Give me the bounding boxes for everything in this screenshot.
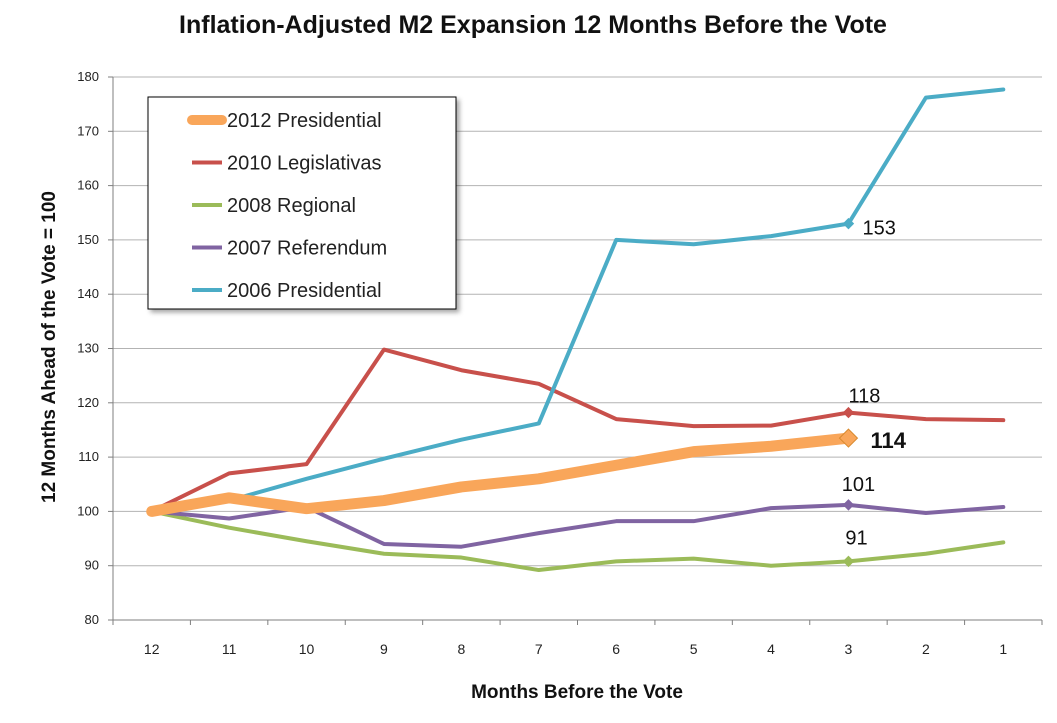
legend-item-2007-referendum: 2007 Referendum <box>192 238 387 260</box>
x-tick-label: 3 <box>845 641 853 657</box>
legend-item-2010-legislativas: 2010 Legislativas <box>192 153 382 175</box>
axes <box>108 76 1043 625</box>
x-tick-label: 4 <box>767 641 775 657</box>
legend-item-2012-presidential: 2012 Presidential <box>187 110 382 132</box>
x-tick-label: 7 <box>535 641 543 657</box>
legend-item-2008-regional: 2008 Regional <box>192 195 356 217</box>
x-tick-label: 11 <box>222 641 237 657</box>
legend-item-2006-presidential: 2006 Presidential <box>192 280 382 302</box>
series-line-2008-regional <box>149 509 1006 573</box>
y-tick-label: 110 <box>78 449 99 464</box>
x-tick-labels: 12 11 10 9 8 7 6 5 4 3 2 1 <box>144 641 1007 657</box>
series-line-2006-presidential <box>149 87 1006 514</box>
data-point-marker-2012-presidential <box>838 428 859 448</box>
x-tick-label: 5 <box>690 641 698 657</box>
legend-label: 2010 Legislativas <box>227 153 382 175</box>
x-tick-label: 10 <box>299 641 315 657</box>
y-tick-label: 120 <box>77 395 99 410</box>
legend-label: 2008 Regional <box>227 195 356 217</box>
y-tick-label: 80 <box>85 612 99 627</box>
series-lines <box>146 87 1006 573</box>
chart-title: Inflation-Adjusted M2 Expansion 12 Month… <box>179 11 887 39</box>
y-tick-label: 160 <box>77 178 99 193</box>
data-point-marker-2007-referendum <box>842 499 855 511</box>
x-tick-label: 8 <box>457 641 465 657</box>
y-tick-label: 130 <box>77 341 99 356</box>
x-axis-title: Months Before the Vote <box>471 682 683 703</box>
x-tick-label: 1 <box>999 641 1007 657</box>
legend-label: 2012 Presidential <box>227 110 382 132</box>
y-tick-label: 100 <box>77 503 99 518</box>
data-label: 101 <box>842 474 875 496</box>
y-tick-label: 140 <box>77 286 99 301</box>
series-line-2012-presidential <box>146 432 854 517</box>
y-tick-label: 150 <box>77 232 99 247</box>
data-annotations: 153 118 114 101 91 <box>842 218 907 550</box>
data-label: 91 <box>845 527 867 549</box>
data-point-marker-2006-presidential <box>842 217 855 230</box>
legend: 2012 Presidential 2010 Legislativas 2008 R… <box>147 96 457 310</box>
y-tick-label: 180 <box>77 69 99 84</box>
data-label: 153 <box>862 218 895 240</box>
data-label: 114 <box>870 428 906 453</box>
y-tick-label: 170 <box>77 123 99 138</box>
x-tick-label: 6 <box>612 641 620 657</box>
legend-label: 2007 Referendum <box>227 238 387 260</box>
x-tick-label: 9 <box>380 641 388 657</box>
y-tick-label: 90 <box>85 558 99 573</box>
x-tick-label: 12 <box>144 641 160 657</box>
series-line-2010-legislativas <box>149 347 1006 514</box>
data-point-marker-2010-legislativas <box>842 406 855 419</box>
data-point-marker-2008-regional <box>842 555 855 568</box>
series-markers <box>838 217 859 568</box>
x-tick-label: 2 <box>922 641 930 657</box>
legend-label: 2006 Presidential <box>227 280 382 302</box>
y-tick-labels: 80 90 100 110 120 130 140 150 160 170 180 <box>77 69 99 627</box>
y-axis-title: 12 Months Ahead of the Vote = 100 <box>39 191 60 503</box>
data-label: 118 <box>849 386 881 408</box>
